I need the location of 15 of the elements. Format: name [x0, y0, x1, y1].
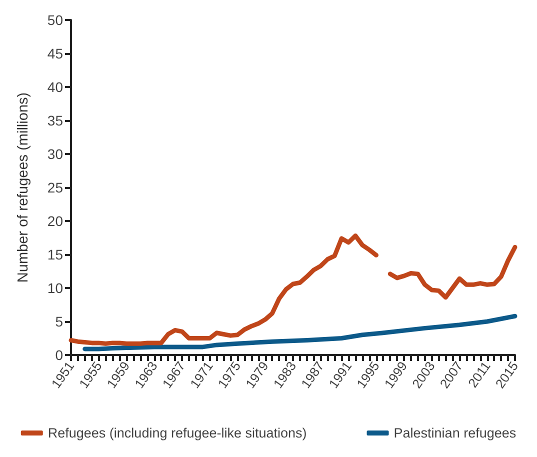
y-tick-label: 40	[47, 79, 64, 95]
y-tick-label: 50	[47, 12, 64, 28]
y-tick-label: 20	[47, 213, 64, 229]
y-tick-label: 35	[47, 112, 64, 128]
y-tick-label: 25	[47, 180, 64, 196]
y-axis-title: Number of refugees (millions)	[16, 92, 32, 283]
y-tick-label: 30	[47, 146, 64, 162]
legend-label: Palestinian refugees	[394, 426, 516, 440]
legend-label: Refugees (including refugee-like situations)	[48, 426, 307, 440]
y-tick-label: 0	[55, 347, 64, 363]
y-tick-label: 15	[47, 246, 64, 262]
y-tick-label: 45	[47, 46, 64, 62]
line-series	[82, 314, 518, 352]
y-tick-label: 10	[47, 280, 64, 296]
y-tick-label: 5	[55, 314, 64, 330]
